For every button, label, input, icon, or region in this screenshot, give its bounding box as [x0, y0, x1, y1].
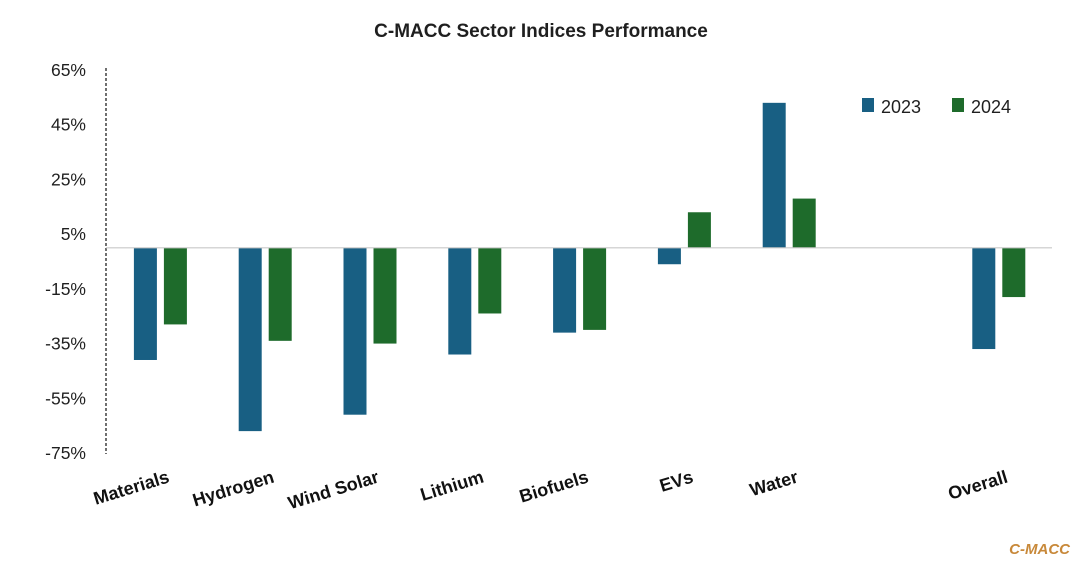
x-tick-label: Biofuels: [517, 467, 591, 507]
y-tick-label: 5%: [61, 224, 86, 244]
y-tick-label: 65%: [51, 60, 86, 80]
bar-overall-2023: [972, 247, 996, 350]
bar-hydrogen-2024: [268, 247, 292, 341]
bar-lithium-2024: [478, 247, 502, 314]
y-tick-label: 25%: [51, 169, 86, 189]
bar-biofuels-2023: [553, 247, 577, 333]
y-tick-label: 45%: [51, 115, 86, 135]
x-tick-label: Hydrogen: [190, 467, 276, 511]
bars: [133, 102, 1026, 432]
bar-water-2024: [792, 198, 816, 248]
legend-label-2024: 2024: [971, 97, 1011, 117]
bar-water-2023: [762, 102, 786, 248]
y-tick-label: -55%: [45, 388, 86, 408]
legend-swatch-2023: [862, 98, 874, 112]
bar-wind-solar-2023: [343, 247, 367, 415]
bar-overall-2024: [1002, 247, 1026, 298]
x-tick-label: Overall: [946, 467, 1010, 504]
y-tick-label: -75%: [45, 443, 86, 463]
legend: 2023 2024: [862, 97, 1011, 117]
chart-title: C-MACC Sector Indices Performance: [374, 21, 708, 42]
bar-evs-2024: [687, 212, 711, 248]
bar-materials-2024: [163, 247, 187, 325]
x-tick-label: EVs: [657, 467, 695, 496]
y-tick-label: -35%: [45, 334, 86, 354]
bar-materials-2023: [133, 247, 157, 360]
y-tick-label: -15%: [45, 279, 86, 299]
watermark-logo: C-MACC: [1009, 541, 1070, 558]
x-tick-label: Water: [747, 467, 800, 501]
bar-biofuels-2024: [583, 247, 607, 330]
x-axis-ticks: Materials Hydrogen Wind Solar Lithium Biofue…: [91, 467, 1010, 514]
bar-hydrogen-2023: [238, 247, 262, 432]
bar-wind-solar-2024: [373, 247, 397, 344]
x-tick-label: Wind Solar: [286, 467, 382, 514]
legend-label-2023: 2023: [881, 97, 921, 117]
legend-swatch-2024: [952, 98, 964, 112]
bar-evs-2023: [657, 247, 681, 265]
x-tick-label: Materials: [91, 467, 171, 509]
x-tick-label: Lithium: [418, 467, 486, 505]
y-axis-ticks: 65% 45% 25% 5% -15% -35% -55% -75%: [45, 60, 86, 463]
bar-lithium-2023: [448, 247, 472, 355]
